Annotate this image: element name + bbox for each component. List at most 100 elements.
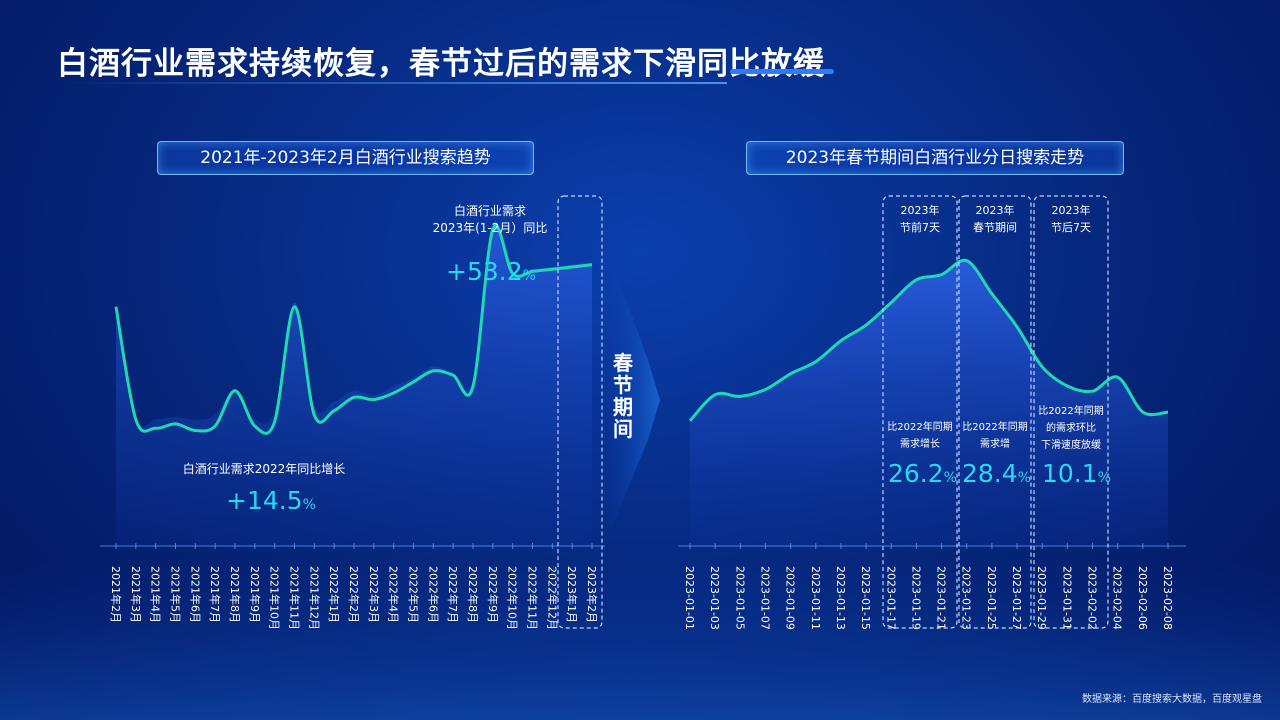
left-x-tick-label: 2022年1月: [327, 566, 341, 623]
period-box-2: [958, 195, 1032, 629]
left-x-tick-label: 2021年6月: [188, 566, 202, 623]
right-chart-heading: 2023年春节期间白酒行业分日搜索走势: [746, 141, 1124, 175]
box1-title: 2023年 节前7天: [883, 202, 957, 236]
left-2022-growth-value: +14.5: [226, 486, 303, 515]
box1-title-line2: 节前7天: [900, 221, 940, 234]
left-x-tick-label: 2021年5月: [169, 566, 183, 623]
right-x-tick-label: 2023-01-09: [784, 566, 797, 630]
left-x-tick-label: 2022年5月: [407, 566, 421, 623]
right-x-tick-label: 2023-01-27: [1010, 566, 1023, 630]
right-x-tick-label: 2023-01-25: [985, 566, 998, 630]
right-x-tick-label: 2023-01-23: [960, 566, 973, 630]
box1-growth: 26.2%: [888, 459, 957, 488]
data-source: 数据来源：百度搜索大数据，百度观星盘: [1082, 694, 1262, 705]
period-box-3: [1033, 195, 1109, 629]
right-area-fill: [690, 260, 1168, 546]
box3-growth-unit: %: [1097, 470, 1111, 486]
left-2022-growth-unit: %: [302, 497, 316, 513]
right-x-tick-label: 2023-01-15: [859, 566, 872, 630]
right-x-tick-label: 2023-01-29: [1035, 566, 1048, 630]
box1-note-line2: 需求增长: [900, 439, 940, 450]
separator-arrow: [604, 240, 660, 545]
box2-growth: 28.4%: [962, 459, 1031, 488]
left-x-tick-label: 2021年4月: [149, 566, 163, 623]
left-x-tick-label: 2021年8月: [228, 566, 242, 623]
left-2022-note: 白酒行业需求2022年同比增长: [182, 462, 346, 476]
left-2023-growth-value: +53.2: [446, 257, 523, 286]
left-x-tick-label: 2021年2月: [109, 566, 123, 623]
period-box-1: [882, 195, 958, 629]
left-x-tick-label: 2022年9月: [486, 566, 500, 623]
box3-growth: 10.1%: [1042, 459, 1111, 488]
box3-note-line1: 比2022年同期: [1038, 406, 1104, 417]
left-x-tick-label: 2023年1月: [565, 566, 579, 623]
left-2022-growth: +14.5%: [226, 486, 316, 515]
left-2023-note-line2: 2023年(1-2月）同比: [432, 221, 548, 235]
box2-note: 比2022年同期 需求增: [959, 419, 1031, 453]
left-x-tick-label: 2023年2月: [585, 566, 599, 623]
box2-note-line1: 比2022年同期: [962, 422, 1028, 433]
title-underline: [57, 82, 727, 84]
floor-glow: [0, 560, 1280, 720]
left-x-tick-label: 2021年7月: [208, 566, 222, 623]
right-x-tick-label: 2023-01-05: [733, 566, 746, 630]
box3-title-line1: 2023年: [1051, 204, 1091, 217]
left-trend-line: [114, 224, 593, 435]
left-x-tick-label: 2021年10月: [268, 566, 282, 630]
left-2023-growth: +53.2%: [446, 257, 536, 286]
right-x-tick-label: 2023-02-06: [1136, 566, 1149, 630]
left-x-tick-label: 2021年11月: [288, 566, 302, 630]
left-area-fill: [116, 221, 592, 547]
left-2023-highlight-box: [557, 195, 603, 629]
box2-title-line2: 春节期间: [973, 221, 1017, 234]
left-x-tick-label: 2022年8月: [466, 566, 480, 623]
right-x-tick-label: 2023-01-01: [683, 566, 696, 630]
title-accent-bar: [730, 69, 834, 74]
box1-title-line1: 2023年: [900, 204, 940, 217]
left-x-tick-label: 2022年10月: [506, 566, 520, 630]
left-x-tick-label: 2022年4月: [387, 566, 401, 623]
page-title: 白酒行业需求持续恢复，春节过后的需求下滑同比放缓: [57, 46, 825, 82]
box1-growth-value: 26.2: [888, 459, 944, 488]
right-x-tick-label: 2023-01-03: [708, 566, 721, 630]
left-x-tick-label: 2022年3月: [367, 566, 381, 623]
left-x-tick-label: 2022年7月: [446, 566, 460, 623]
box2-title-line1: 2023年: [975, 204, 1015, 217]
left-chart-heading: 2021年-2023年2月白酒行业搜索趋势: [157, 141, 534, 175]
left-x-tick-label: 2022年11月: [526, 566, 540, 630]
box1-note-line1: 比2022年同期: [887, 422, 953, 433]
right-x-tick-label: 2023-01-17: [884, 566, 897, 630]
box3-note-line2: 的需求环比: [1046, 423, 1096, 434]
box3-growth-value: 10.1: [1042, 459, 1098, 488]
right-x-tick-label: 2023-02-08: [1161, 566, 1174, 630]
right-trend-line: [688, 258, 1169, 422]
box3-title-line2: 节后7天: [1051, 221, 1091, 234]
box3-note: 比2022年同期 的需求环比 下滑速度放缓: [1034, 403, 1108, 454]
left-x-tick-label: 2022年12月: [545, 566, 559, 630]
left-x-tick-label: 2022年2月: [347, 566, 361, 623]
left-x-tick-label: 2021年12月: [307, 566, 321, 630]
right-x-tick-label: 2023-01-19: [909, 566, 922, 630]
box1-note: 比2022年同期 需求增长: [883, 419, 957, 453]
right-x-tick-label: 2023-01-21: [935, 566, 948, 630]
right-x-tick-label: 2023-01-31: [1060, 566, 1073, 630]
left-2023-growth-unit: %: [522, 268, 536, 284]
box2-growth-value: 28.4: [962, 459, 1018, 488]
left-2023-note-line1: 白酒行业需求: [453, 204, 526, 218]
box3-note-line3: 下滑速度放缓: [1041, 440, 1101, 451]
right-x-tick-label: 2023-02-02: [1086, 566, 1099, 630]
left-x-tick-label: 2021年9月: [248, 566, 262, 623]
spring-festival-label: 春节期间: [613, 351, 633, 441]
box2-note-line2: 需求增: [980, 439, 1010, 450]
left-2023-note: 白酒行业需求 2023年(1-2月）同比: [405, 203, 575, 237]
right-x-tick-label: 2023-01-11: [809, 566, 822, 630]
box3-title: 2023年 节后7天: [1034, 202, 1108, 236]
left-x-tick-label: 2022年6月: [426, 566, 440, 623]
right-x-tick-label: 2023-01-13: [834, 566, 847, 630]
box2-title: 2023年 春节期间: [959, 202, 1031, 236]
box1-growth-unit: %: [943, 470, 957, 486]
right-x-tick-label: 2023-02-04: [1111, 566, 1124, 630]
box2-growth-unit: %: [1017, 470, 1031, 486]
right-x-tick-label: 2023-01-07: [758, 566, 771, 630]
